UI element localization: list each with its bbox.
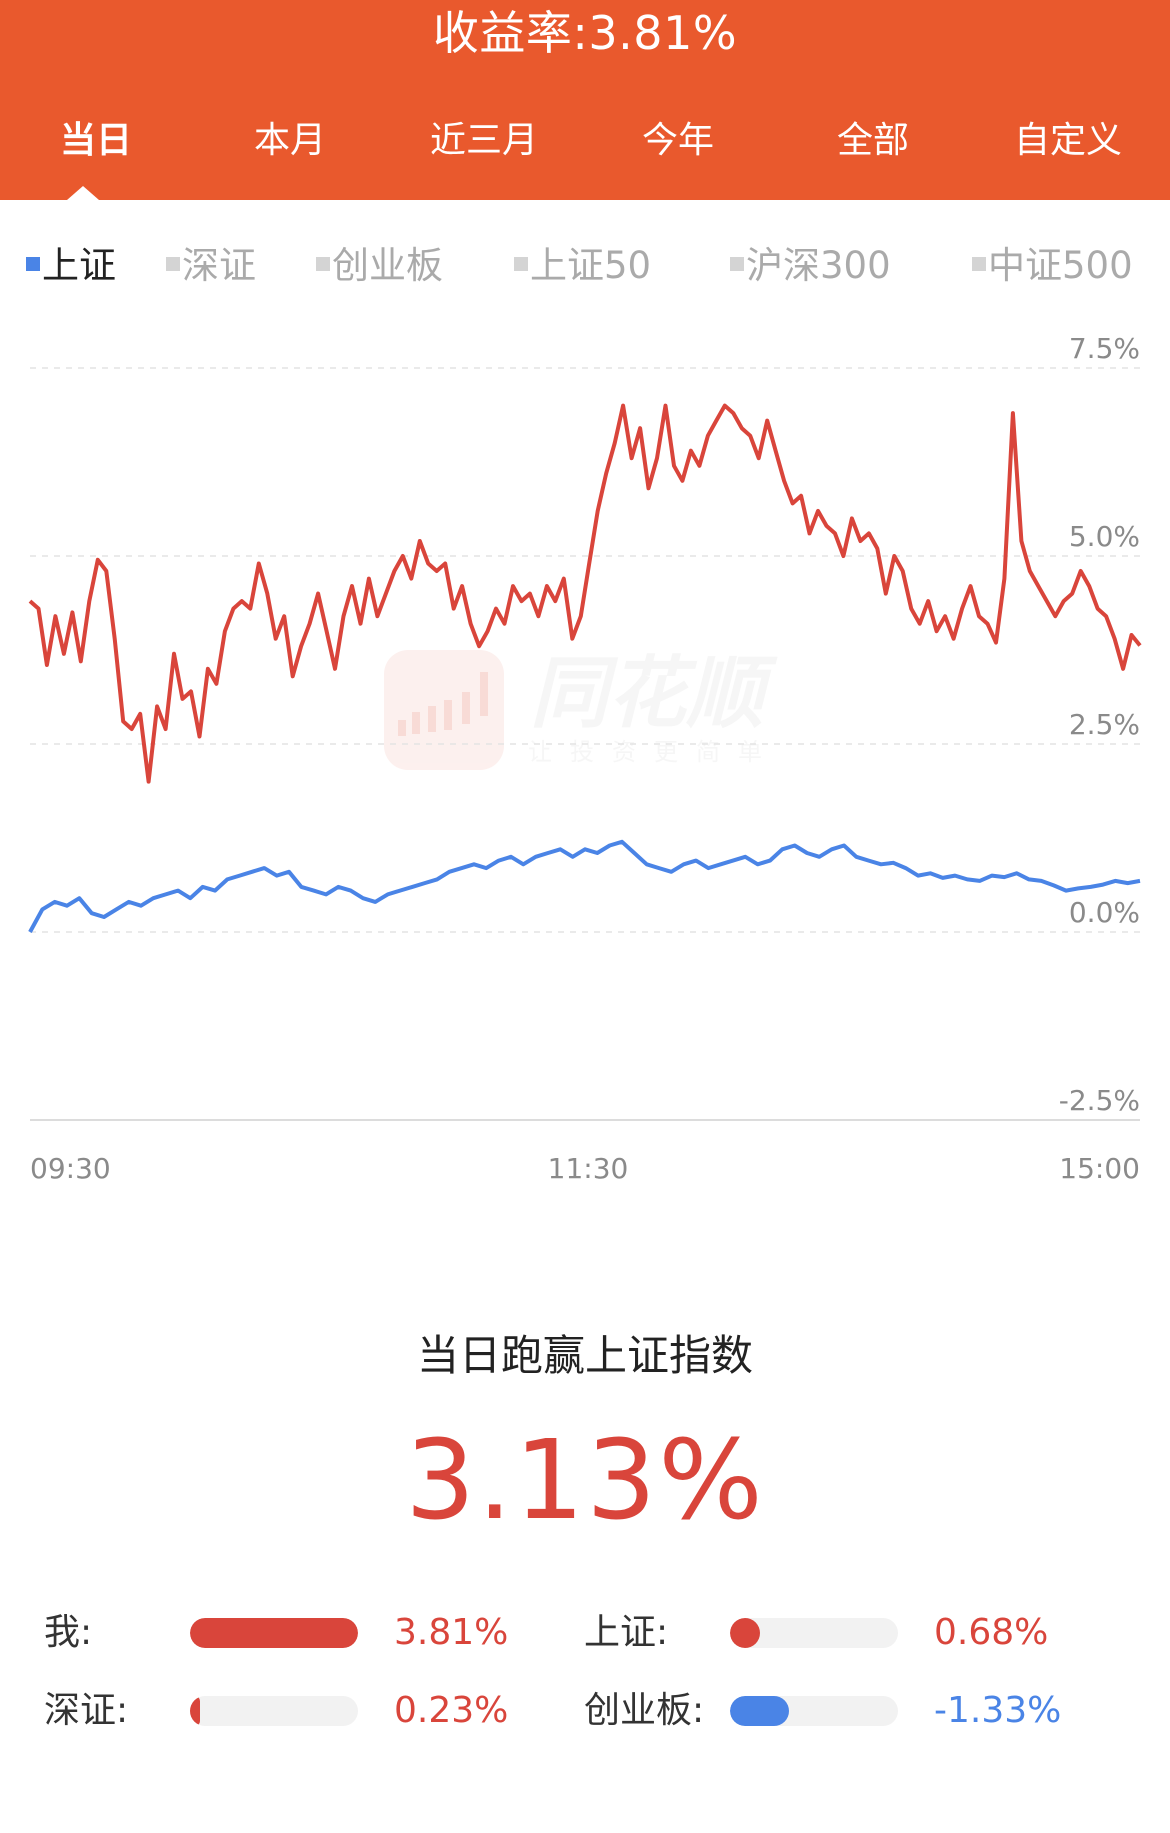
return-rate-title: 收益率:3.81% [432,6,738,60]
stat-bar-sse [730,1618,898,1648]
y-tick-label: 7.5% [1069,332,1140,365]
stat-bar-fill [190,1696,201,1726]
x-tick-label: 09:30 [30,1152,111,1185]
legend-square-icon [316,256,330,271]
legend-square-icon [730,256,744,271]
active-tab-indicator [67,186,99,200]
tab-all[interactable]: 全部 [836,120,909,161]
outperformance-value: 3.13% [405,1416,765,1544]
legend-square-icon [166,256,180,271]
watermark-brand: 同花顺 [530,649,778,739]
tab-today[interactable]: 当日 [59,120,132,161]
stat-value-chinext: -1.33% [934,1690,1062,1731]
index-selector: 上证 深证 创业板 上证50 沪深300 中证500 [0,240,1170,300]
stat-bar-me [190,1618,358,1648]
legend-square-icon [514,256,528,271]
x-axis-ticks: 09:30 11:30 15:00 [30,1152,1140,1185]
stat-bar-chinext [730,1696,898,1726]
stat-bar-szse [190,1696,358,1726]
index-label: 创业板 [332,244,443,287]
index-label: 深证 [182,244,256,287]
stat-label-chinext: 创业板: [584,1690,705,1731]
stat-bar-fill [190,1618,358,1648]
y-tick-label: 2.5% [1069,708,1140,741]
return-line-chart: 同花顺 让投资更简单 7.5% 5.0% 2.5% 0.0% -2.5% 09:30 11… [28,332,1142,1185]
summary-title: 当日跑赢上证指数 [416,1331,753,1380]
watermark-logo: 同花顺 让投资更简单 [384,649,780,770]
stat-value-me: 3.81% [394,1612,509,1653]
y-tick-label: 5.0% [1069,520,1140,553]
chart-series [28,403,1142,933]
y-tick-label: -2.5% [1059,1084,1140,1117]
legend-square-icon [972,256,986,271]
index-label: 中证500 [988,244,1133,287]
x-tick-label: 15:00 [1059,1152,1140,1185]
portfolio-return-line [28,403,1142,784]
x-tick-label: 11:30 [548,1152,629,1185]
index-sse[interactable]: 上证 [26,240,116,292]
stat-value-szse: 0.23% [394,1690,509,1731]
index-chinext[interactable]: 创业板 [316,240,443,292]
y-axis-ticks: 7.5% 5.0% 2.5% 0.0% -2.5% [1059,332,1140,1117]
candlestick-icon [398,672,488,736]
stat-label-szse: 深证: [44,1690,129,1731]
tab-last-three-months[interactable]: 近三月 [429,120,538,161]
legend-square-icon [26,256,40,271]
watermark-slogan: 让投资更简单 [528,738,780,766]
index-label: 沪深300 [746,244,891,287]
stat-label-me: 我: [44,1612,93,1653]
tab-this-month[interactable]: 本月 [253,120,326,161]
index-sse50[interactable]: 上证50 [514,240,651,292]
tab-this-year[interactable]: 今年 [641,120,714,161]
index-csi500[interactable]: 中证500 [972,240,1133,292]
sse-index-line [28,839,1141,933]
stat-value-sse: 0.68% [934,1612,1049,1653]
index-label: 上证50 [530,244,652,287]
tab-custom[interactable]: 自定义 [1013,120,1122,161]
stat-label-sse: 上证: [584,1612,669,1653]
chart-grid [30,367,1140,1121]
index-szse[interactable]: 深证 [166,240,256,292]
index-label: 上证 [42,244,116,287]
stat-bar-fill [730,1696,789,1726]
period-tabs: 当日 本月 近三月 今年 全部 自定义 [0,108,1170,178]
header-bar: 收益率:3.81% 当日 本月 近三月 今年 全部 自定义 [0,0,1170,200]
index-csi300[interactable]: 沪深300 [730,240,891,292]
stat-bar-fill [730,1618,761,1648]
y-tick-label: 0.0% [1069,896,1140,929]
